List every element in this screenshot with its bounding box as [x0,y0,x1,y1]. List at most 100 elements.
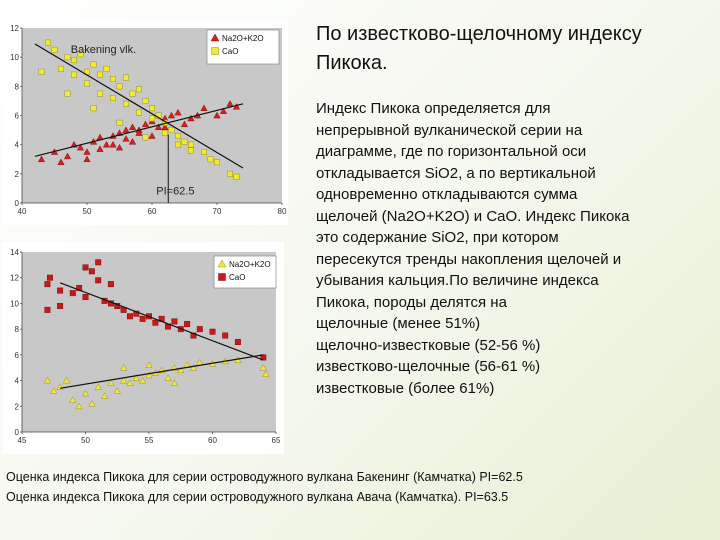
cao-point [84,80,90,87]
y-tick-label: 4 [15,377,20,386]
cao-point [46,274,53,281]
alkali-point [170,379,179,386]
cao-point [110,76,116,83]
cao-point [69,290,76,297]
y-tick-label: 6 [15,351,20,360]
cao-point [222,332,229,339]
x-tick-label: 60 [148,207,157,216]
cao-point [126,313,133,320]
cao-point [38,68,45,75]
cao-point [57,303,64,309]
cao-point [123,74,129,81]
alkali-point [154,123,163,130]
slide-title: По известково-щелочному индексу Пикока. [316,23,642,74]
y-tick-label: 0 [15,428,20,437]
avacha-chart: 0 2 4 6 8 10 12 14 45 50 55 60 65 Na2O+K2O CaO [2,242,284,454]
alkali-point [76,143,85,151]
cao-point [139,315,146,322]
alkali-point [139,376,147,384]
cao-point [175,141,181,148]
cao-point [116,83,123,90]
cao-point [142,97,149,104]
legend-box [206,29,280,65]
volcano-annotation: Bakening vlk. [71,44,136,56]
cao-point [260,354,267,361]
body-text: Индекс Пикока определяется для непрерывн… [316,100,630,397]
cao-point [51,46,58,53]
cao-point [207,156,214,163]
pi-label: PI=62.5 [156,185,194,197]
alkali-point [109,140,117,148]
cao-point [149,115,155,122]
alkali-point [219,107,228,114]
y-tick-label: 10 [10,299,19,308]
alkali-point [122,135,130,142]
alkali-point [119,376,128,384]
alkali-point [126,379,134,386]
legend-marker [218,273,226,281]
legend-label: Na2O+K2O [229,260,271,269]
y-tick-label: 8 [15,325,20,334]
cao-point [44,281,51,288]
cao-point [44,306,51,313]
cao-point [116,119,123,126]
caption-avacha: Оценка индекса Пикока для серии островод… [6,490,509,504]
alkali-point [200,104,208,112]
cao-point [196,326,203,333]
alkali-point [226,100,234,107]
alkali-point [100,392,109,399]
alkali-point [96,145,104,152]
cao-point [88,268,95,275]
cao-point [71,71,77,78]
alkali-point [161,123,169,130]
cao-point [233,173,240,180]
legend-label: CaO [222,47,238,56]
y-tick-label: 14 [10,248,19,257]
trend-line [34,43,244,169]
cao-point [77,51,84,58]
bakening-svg: 0 2 4 6 8 10 12 40 50 60 70 80 PI=62.5 Bakening vlk. N… [10,24,287,216]
legend-label: Na2O+K2O [222,34,264,43]
x-tick-label: 65 [272,436,281,445]
alkali-point [119,363,128,371]
alkali-point [83,155,91,163]
alkali-point [145,361,153,368]
y-tick-label: 2 [15,170,20,179]
cao-point [97,71,103,78]
alkali-point [37,155,46,163]
cao-point [168,127,175,134]
alkali-point [262,370,270,377]
cao-point [82,264,89,271]
cao-point [58,65,64,72]
x-tick-label: 80 [278,207,287,216]
legend-marker [211,47,219,55]
cao-point [57,287,64,294]
alkali-point [94,383,102,390]
cao-point [136,86,142,93]
cao-point [181,138,188,145]
cao-point [90,61,97,68]
legend-marker [217,259,227,268]
cao-point [64,90,71,97]
alkali-point [141,120,150,128]
cao-point [45,39,51,46]
cao-point [110,95,116,101]
alkali-point [167,111,176,119]
cao-point [95,259,102,266]
alkali-point [50,387,58,394]
y-tick-label: 2 [15,402,20,411]
x-tick-label: 70 [213,207,222,216]
cao-point [152,319,159,326]
alkali-point [62,376,71,384]
cao-point [234,339,241,345]
cao-point [107,281,114,288]
trend-line [59,282,264,361]
alkali-point [75,402,83,410]
cao-point [129,90,136,97]
cao-point [95,277,102,284]
y-tick-label: 12 [10,274,19,283]
avacha-svg: 0 2 4 6 8 10 12 14 45 50 55 60 65 Na2O+K2O CaO [10,248,281,445]
x-tick-label: 50 [81,436,90,445]
alkali-point [128,123,137,130]
alkali-point [43,376,52,384]
